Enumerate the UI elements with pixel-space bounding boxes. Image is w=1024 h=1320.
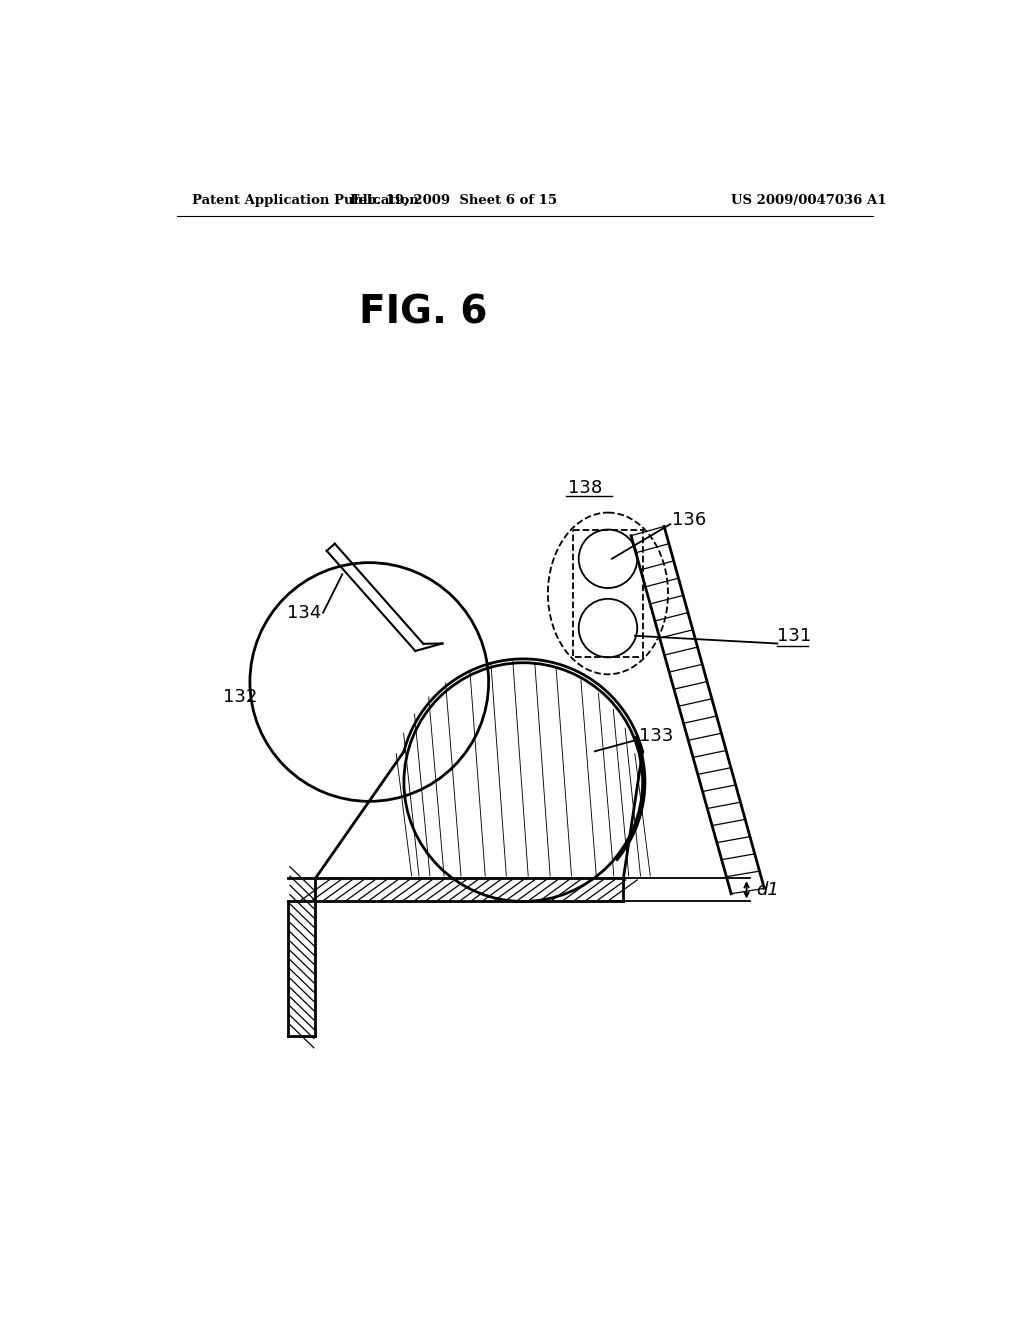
- Text: 134: 134: [287, 603, 322, 622]
- Text: US 2009/0047036 A1: US 2009/0047036 A1: [731, 194, 887, 207]
- Text: 136: 136: [672, 511, 707, 529]
- Text: 131: 131: [777, 627, 812, 644]
- Text: d1: d1: [756, 880, 778, 899]
- Text: FIG. 6: FIG. 6: [359, 293, 487, 331]
- Text: 138: 138: [567, 479, 602, 496]
- Text: 133: 133: [639, 727, 673, 744]
- Text: Feb. 19, 2009  Sheet 6 of 15: Feb. 19, 2009 Sheet 6 of 15: [350, 194, 557, 207]
- Bar: [572, 529, 643, 657]
- Text: 132: 132: [223, 689, 257, 706]
- Text: Patent Application Publication: Patent Application Publication: [193, 194, 419, 207]
